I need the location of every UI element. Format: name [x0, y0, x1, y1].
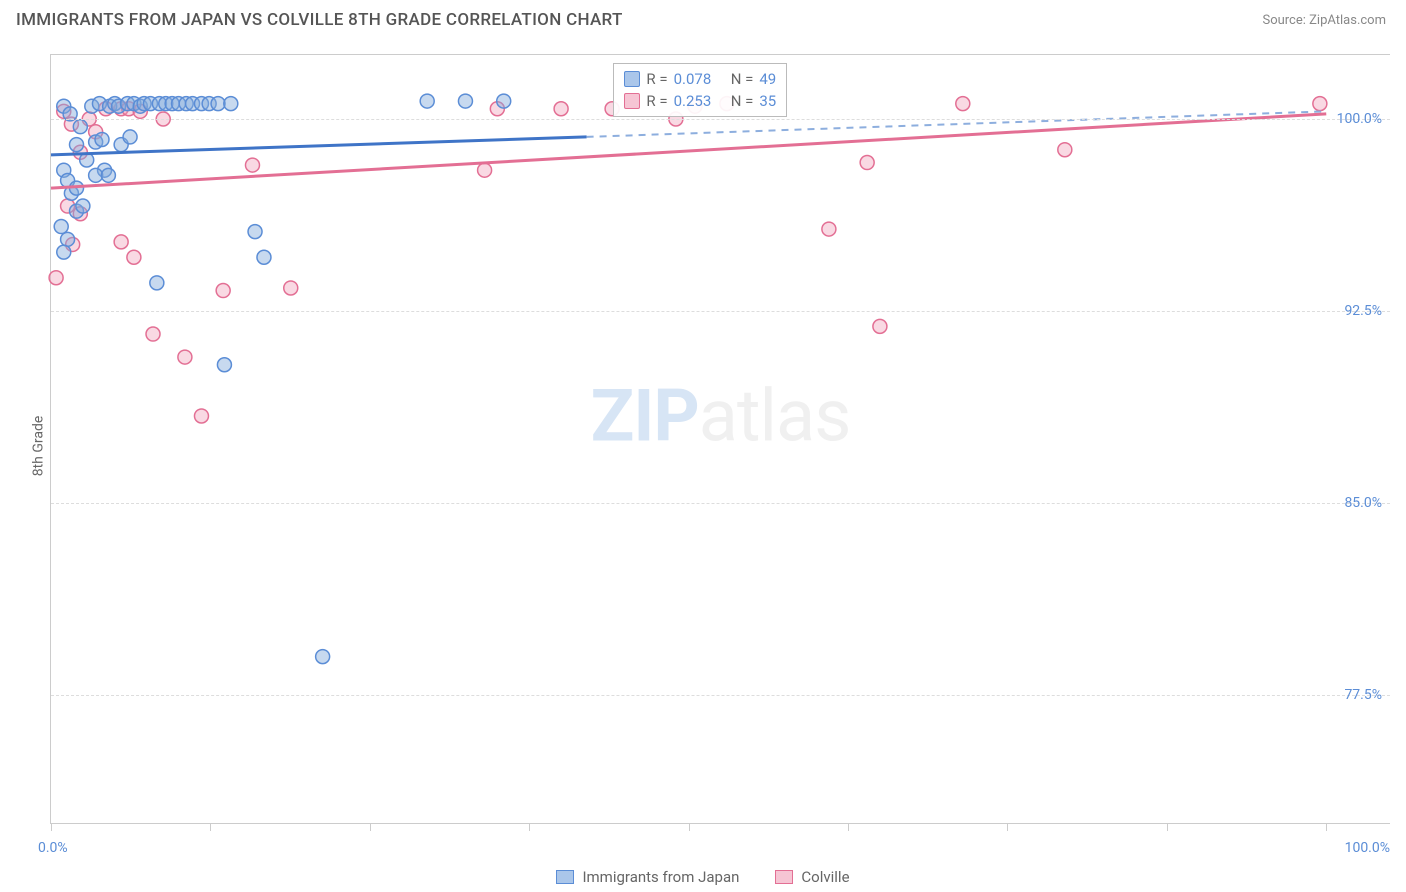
- legend-r-value: 0.253: [674, 90, 712, 112]
- legend-r-value: 0.078: [674, 68, 712, 90]
- colville-point: [1313, 97, 1327, 111]
- y-axis-label: 8th Grade: [30, 416, 46, 477]
- colville-point: [146, 327, 160, 341]
- legend-row: R = 0.253 N =35: [624, 90, 776, 112]
- japan-point: [54, 220, 68, 234]
- colville-point: [478, 163, 492, 177]
- series-legend-label: Immigrants from Japan: [582, 868, 739, 886]
- legend-swatch: [624, 93, 640, 109]
- gridline-horizontal: [51, 503, 1390, 504]
- legend-n-label: N =: [731, 68, 754, 90]
- japan-point: [95, 132, 109, 146]
- japan-point: [248, 225, 262, 239]
- japan-point: [420, 94, 434, 108]
- legend-row: R = 0.078 N =49: [624, 68, 776, 90]
- scatter-plot-svg: [51, 55, 1390, 823]
- series-legend-item: Colville: [775, 868, 849, 886]
- legend-swatch: [624, 71, 640, 87]
- y-tick-label: 85.0%: [1344, 495, 1382, 511]
- trend-line: [51, 114, 1326, 188]
- y-tick-label: 100.0%: [1337, 111, 1382, 127]
- colville-point: [554, 102, 568, 116]
- legend-n-value: 49: [759, 68, 776, 90]
- legend-n-label: N =: [731, 90, 754, 112]
- colville-point: [178, 350, 192, 364]
- colville-point: [873, 319, 887, 333]
- japan-point: [458, 94, 472, 108]
- legend-r-label: R =: [646, 68, 667, 90]
- x-tick: [51, 823, 52, 831]
- japan-point: [101, 168, 115, 182]
- gridline-horizontal: [51, 119, 1390, 120]
- x-tick: [1326, 823, 1327, 831]
- x-axis-left-label: 0.0%: [38, 840, 68, 856]
- source-prefix: Source:: [1262, 13, 1309, 28]
- colville-point: [860, 156, 874, 170]
- colville-point: [49, 271, 63, 285]
- japan-point: [150, 276, 164, 290]
- colville-point: [114, 235, 128, 249]
- legend-r-label: R =: [646, 90, 667, 112]
- legend-swatch: [556, 870, 574, 884]
- source-link[interactable]: ZipAtlas.com: [1309, 13, 1386, 28]
- gridline-horizontal: [51, 311, 1390, 312]
- japan-point: [57, 245, 71, 259]
- japan-point: [70, 138, 84, 152]
- y-tick-label: 77.5%: [1344, 687, 1382, 703]
- gridline-horizontal: [51, 695, 1390, 696]
- colville-point: [1058, 143, 1072, 157]
- japan-point: [257, 250, 271, 264]
- colville-point: [216, 284, 230, 298]
- series-legend: Immigrants from Japan Colville: [0, 868, 1406, 886]
- chart-plot-area: ZIPatlas R =0.078 N =49R =0.253 N =35 77…: [50, 54, 1390, 824]
- colville-point: [127, 250, 141, 264]
- japan-point: [61, 232, 75, 246]
- x-tick: [529, 823, 530, 831]
- colville-point: [194, 409, 208, 423]
- colville-point: [956, 97, 970, 111]
- x-tick: [210, 823, 211, 831]
- japan-point: [76, 199, 90, 213]
- x-tick: [848, 823, 849, 831]
- japan-point: [89, 168, 103, 182]
- x-tick: [689, 823, 690, 831]
- japan-point: [211, 97, 225, 111]
- japan-point: [217, 358, 231, 372]
- colville-point: [245, 158, 259, 172]
- x-tick: [370, 823, 371, 831]
- y-tick-label: 92.5%: [1344, 303, 1382, 319]
- series-legend-item: Immigrants from Japan: [556, 868, 739, 886]
- x-tick: [1167, 823, 1168, 831]
- colville-point: [284, 281, 298, 295]
- legend-n-value: 35: [759, 90, 776, 112]
- legend-swatch: [775, 870, 793, 884]
- correlation-legend-box: R = 0.078 N =49 R = 0.253 N =35: [613, 63, 787, 117]
- x-axis-right-label: 100.0%: [1345, 840, 1390, 856]
- chart-title: IMMIGRANTS FROM JAPAN VS COLVILLE 8TH GR…: [16, 10, 623, 30]
- japan-point: [316, 650, 330, 664]
- series-legend-label: Colville: [801, 868, 849, 886]
- japan-point: [123, 130, 137, 144]
- colville-point: [822, 222, 836, 236]
- source-attribution: Source: ZipAtlas.com: [1262, 13, 1386, 28]
- japan-point: [497, 94, 511, 108]
- japan-point: [224, 97, 238, 111]
- japan-point: [73, 120, 87, 134]
- x-tick: [1007, 823, 1008, 831]
